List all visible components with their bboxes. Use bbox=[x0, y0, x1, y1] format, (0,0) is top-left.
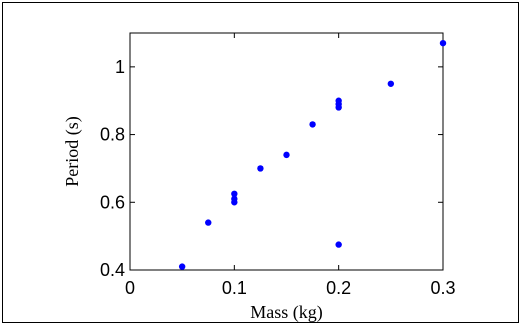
data-point bbox=[205, 219, 212, 226]
data-point bbox=[257, 165, 264, 172]
data-point bbox=[231, 195, 238, 203]
data-point bbox=[178, 263, 186, 270]
y-tick-label: 1 bbox=[115, 57, 125, 77]
data-point bbox=[439, 39, 447, 47]
y-axis-title: Period (s) bbox=[62, 116, 83, 187]
y-tick-label: 0.4 bbox=[100, 260, 125, 280]
data-point bbox=[335, 97, 342, 104]
data-point bbox=[335, 241, 342, 248]
plot-area bbox=[129, 32, 444, 271]
x-tick-label: 0 bbox=[125, 278, 135, 298]
data-point bbox=[283, 151, 290, 159]
data-points bbox=[178, 39, 447, 270]
x-axis-ticks: 0 0.1 0.2 0.3 bbox=[125, 33, 456, 298]
y-tick-label: 0.6 bbox=[100, 192, 125, 212]
y-axis-ticks: 0.4 0.6 0.8 1 bbox=[100, 57, 443, 280]
x-tick-label: 0.1 bbox=[222, 278, 247, 298]
y-tick-label: 0.8 bbox=[100, 125, 125, 145]
x-tick-label: 0.2 bbox=[326, 278, 351, 298]
x-tick-label: 0.3 bbox=[430, 278, 455, 298]
data-point bbox=[309, 121, 316, 128]
x-axis-title: Mass (kg) bbox=[250, 302, 323, 323]
data-point bbox=[387, 80, 395, 87]
data-point bbox=[231, 190, 238, 198]
